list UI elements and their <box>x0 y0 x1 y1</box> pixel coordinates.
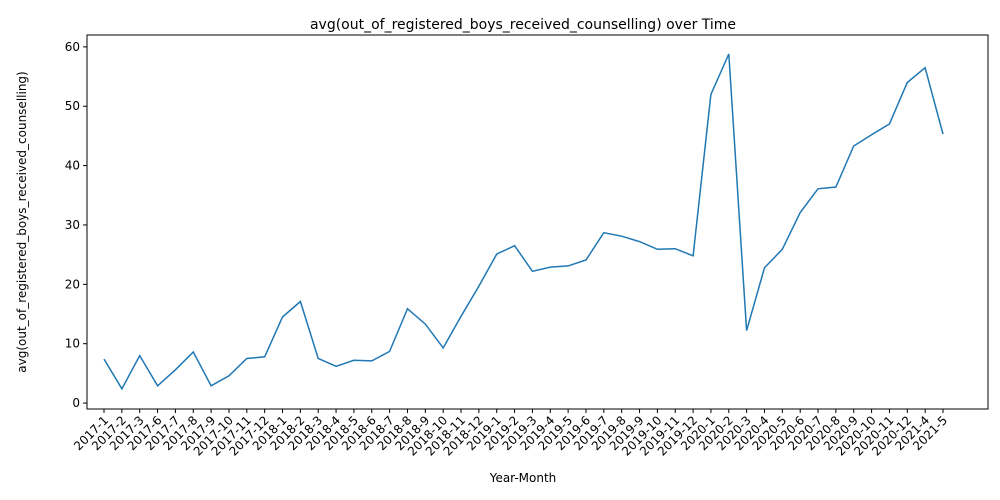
x-axis: 2017-12017-22017-32017-62017-72017-82017… <box>71 409 950 459</box>
y-tick-label: 40 <box>65 159 80 173</box>
y-tick-label: 50 <box>65 99 80 113</box>
x-axis-label: Year-Month <box>489 471 557 485</box>
series-line <box>103 53 944 391</box>
plot-area-frame <box>86 34 989 410</box>
chart-title: avg(out_of_registered_boys_received_coun… <box>310 17 736 33</box>
y-tick-label: 10 <box>65 337 80 351</box>
y-tick-label: 30 <box>65 218 80 232</box>
y-axis: 0 10 20 30 40 50 60 <box>65 40 87 410</box>
y-axis-label: avg(out_of_registered_boys_received_coun… <box>15 71 29 372</box>
y-tick-label: 60 <box>65 40 80 54</box>
y-tick-label: 20 <box>65 277 80 291</box>
y-tick-label: 0 <box>72 396 80 410</box>
